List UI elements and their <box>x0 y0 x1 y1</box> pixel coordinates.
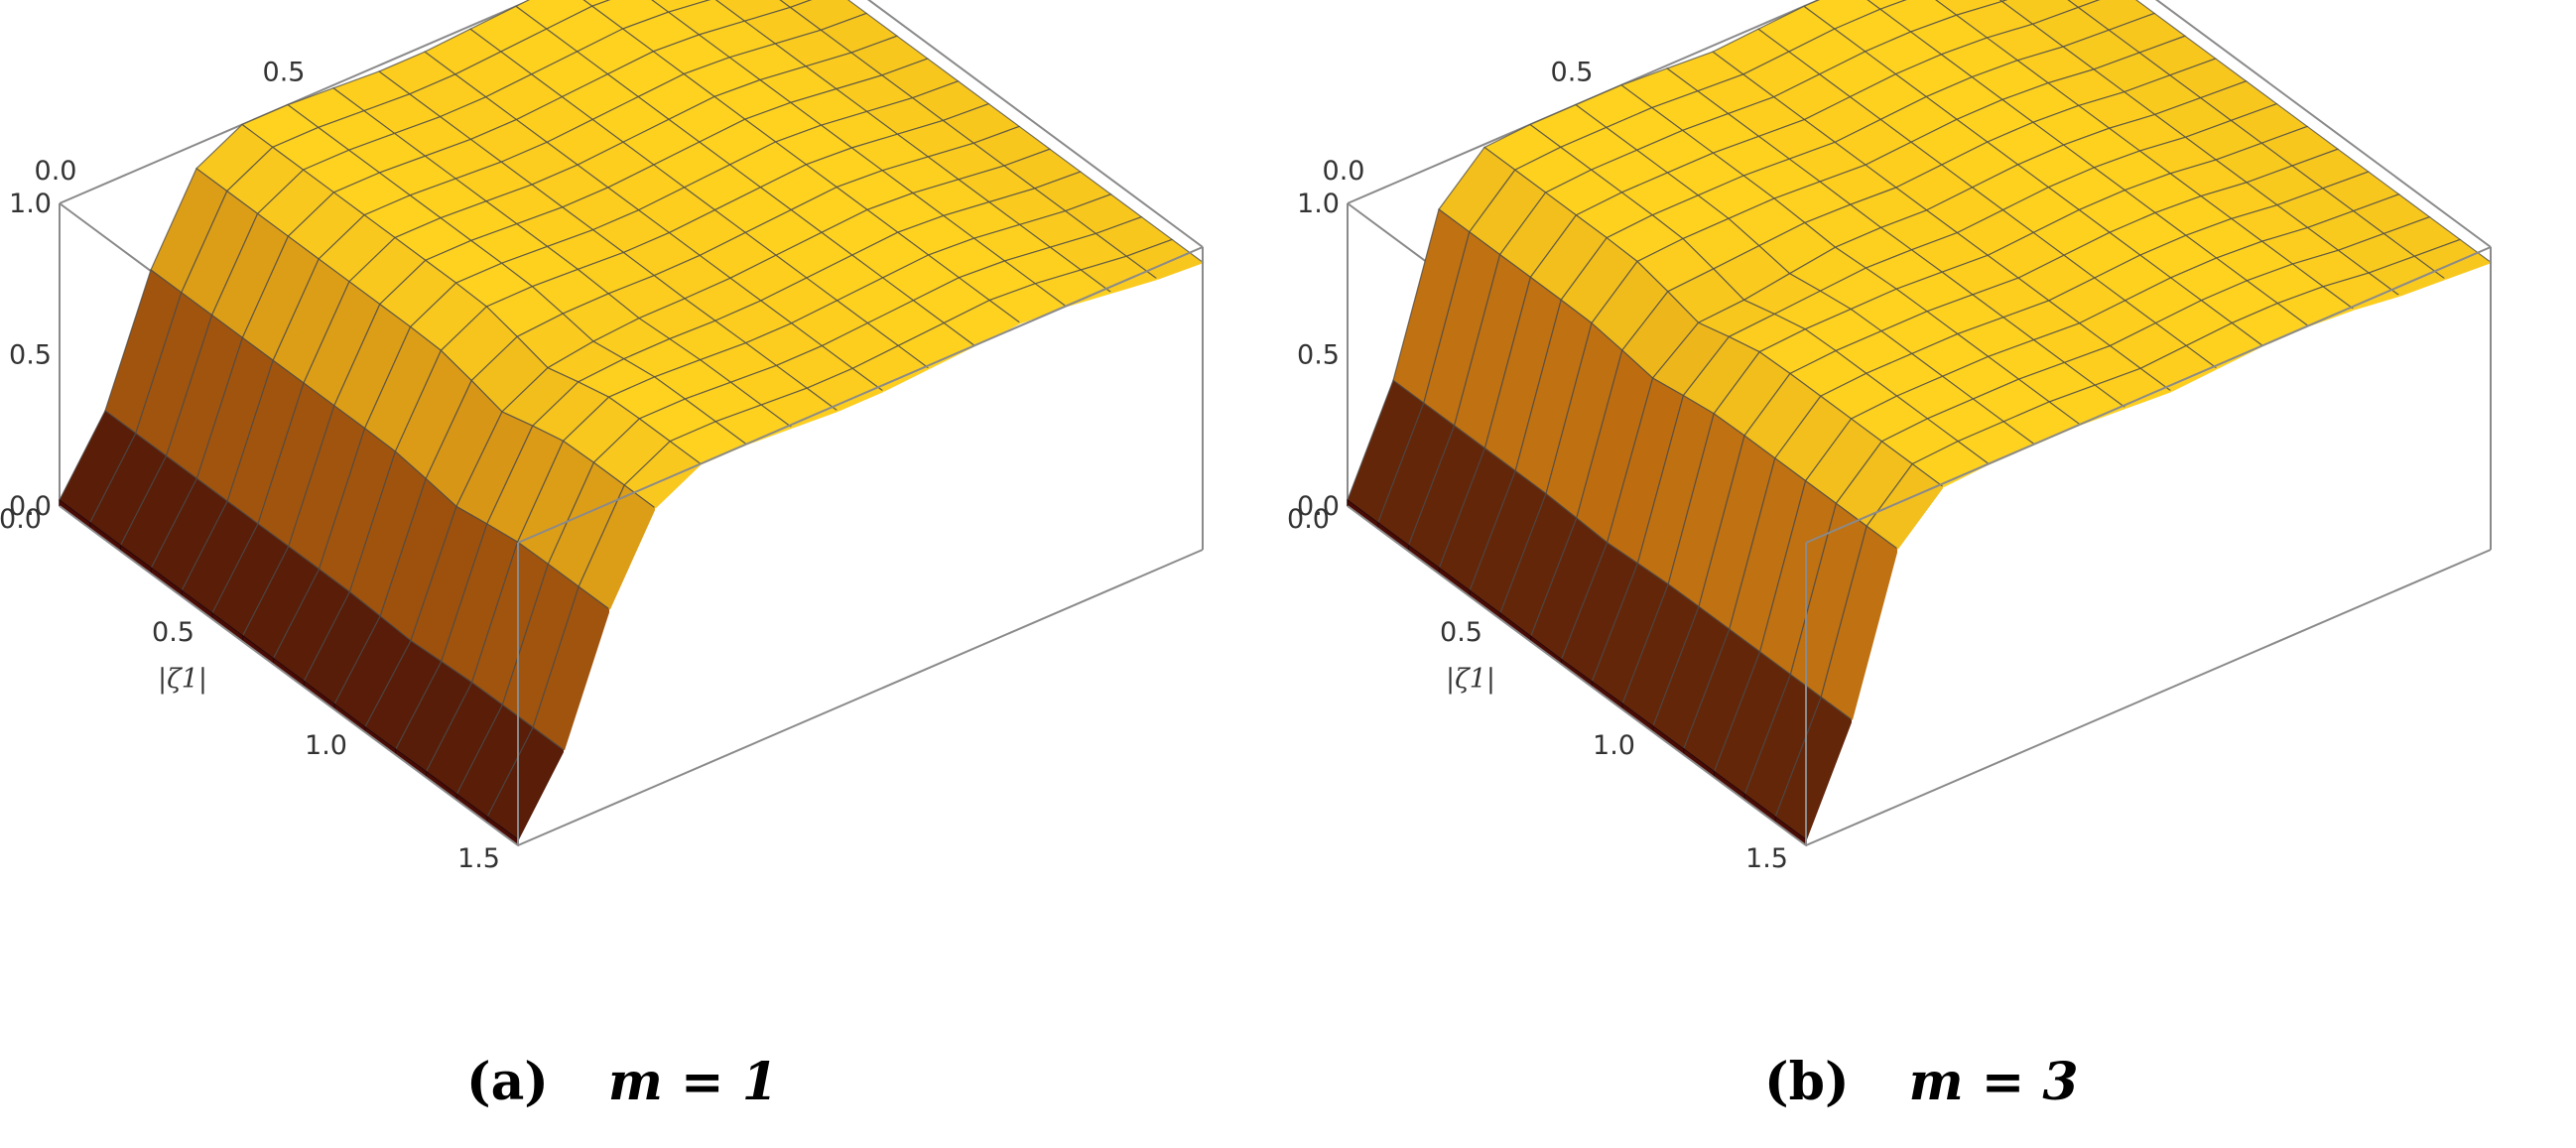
side-face-strip <box>883 368 929 689</box>
x-axis-label: |ζ1| <box>158 664 207 695</box>
side-face-strip <box>2399 279 2445 589</box>
side-edge <box>1805 719 1853 840</box>
side-edge <box>2125 390 2172 409</box>
surface-side-face <box>1805 261 2492 845</box>
side-face-strip <box>974 322 1020 649</box>
side-edge <box>882 367 930 393</box>
bounding-box-front <box>1347 246 2492 846</box>
side-edge <box>1156 261 1204 281</box>
side-edge <box>2398 278 2446 297</box>
y-tick-label: 0.5 <box>1551 58 1594 88</box>
x-tick-label: 1.5 <box>1745 843 1788 874</box>
x-axis-label: |ζ1| <box>1446 664 1495 695</box>
box-edge <box>1805 246 2492 544</box>
side-face-strip <box>929 345 974 669</box>
side-face-strip <box>1852 549 1897 827</box>
side-edge <box>2353 294 2400 311</box>
box-edge <box>59 505 519 846</box>
side-edge <box>791 410 838 429</box>
surface-side-face <box>517 261 1204 845</box>
caption-expr-a: m = 1 <box>607 1052 778 1112</box>
x-tick-label: 0.0 <box>0 504 42 535</box>
side-face-strip <box>2217 345 2262 669</box>
chart-panel-b: 0.00.51.01.50.00.51.01.50.00.51.0|ζ1||ζ2… <box>1287 0 2576 1148</box>
side-edge <box>837 390 884 412</box>
box-edge <box>59 0 534 204</box>
box-edge <box>517 246 1204 544</box>
side-face-strip <box>792 411 837 727</box>
surface-plot-a: 0.00.51.01.50.00.51.01.50.00.51.0|ζ1||ζ2… <box>0 0 1205 874</box>
side-face-strip <box>1111 279 1157 589</box>
side-face-strip <box>2445 262 2491 570</box>
caption-expr-b: m = 3 <box>1908 1052 2079 1112</box>
box-edge <box>866 0 1204 248</box>
side-face-strip <box>609 507 655 807</box>
bounding-box-front <box>59 246 1204 846</box>
side-face-strip <box>2080 407 2125 727</box>
chart-panel-a: 0.00.51.01.50.00.51.01.50.00.51.0|ζ1||ζ2… <box>0 0 1205 1112</box>
surface <box>1347 0 2493 840</box>
side-face-strip <box>2354 295 2399 609</box>
caption-label-b: (b) <box>1764 1052 1850 1112</box>
x-tick-label: 1.5 <box>457 843 500 874</box>
side-face-strip <box>2034 424 2080 747</box>
side-face-strip <box>2171 368 2217 689</box>
side-edge <box>608 507 656 610</box>
y-tick-label: 0.0 <box>1323 156 1365 187</box>
box-edge <box>517 549 1204 846</box>
x-tick-label: 0.0 <box>1287 504 1330 535</box>
x-tick-label: 1.0 <box>1593 730 1635 761</box>
z-tick-label: 1.0 <box>1297 189 1340 219</box>
side-face-strip <box>655 463 701 787</box>
caption-a: (a) m = 1 <box>466 1052 778 1112</box>
z-tick-label: 0.5 <box>9 340 52 371</box>
box-edge <box>1347 0 1822 204</box>
side-edge <box>1110 278 1158 294</box>
x-tick-label: 0.5 <box>152 617 194 648</box>
side-face-strip <box>746 427 792 747</box>
side-face-strip <box>1943 463 1989 787</box>
y-tick-label: 0.0 <box>35 156 77 187</box>
z-tick-label: 1.0 <box>9 189 52 219</box>
side-edge <box>1896 485 1944 550</box>
side-face-strip <box>1066 292 1111 609</box>
side-face-strip <box>2262 325 2308 649</box>
surface <box>59 0 1205 840</box>
caption-label-a: (a) <box>466 1052 549 1112</box>
side-edge <box>654 462 702 509</box>
y-tick-label: 0.5 <box>263 58 306 88</box>
box-edge <box>2154 0 2492 248</box>
z-tick-label: 0.0 <box>9 491 52 522</box>
tick-labels: 0.00.51.01.50.00.51.01.50.00.51.0 <box>1287 58 1788 874</box>
side-face-strip <box>701 444 746 767</box>
side-edge <box>517 749 565 840</box>
z-tick-label: 0.5 <box>1297 340 1340 371</box>
side-face-strip <box>564 609 609 827</box>
side-face-strip <box>1989 444 2034 767</box>
caption-b: (b) m = 3 <box>1764 1052 2079 1112</box>
x-tick-label: 1.0 <box>305 730 347 761</box>
x-tick-label: 0.5 <box>1440 617 1482 648</box>
side-face-strip <box>1157 262 1203 570</box>
tick-labels: 0.00.51.01.50.00.51.01.50.00.51.0 <box>0 58 500 874</box>
side-face-strip <box>1020 306 1066 629</box>
side-edge <box>2444 261 2492 281</box>
side-edge <box>563 608 610 751</box>
side-face-strip <box>837 391 883 707</box>
surface-front-face <box>59 498 519 846</box>
z-tick-label: 0.0 <box>1297 491 1340 522</box>
side-edge <box>2170 367 2218 393</box>
side-face-strip <box>2125 391 2171 707</box>
surface-plot-b: 0.00.51.01.50.00.51.01.50.00.51.0|ζ1||ζ2… <box>1287 0 2493 874</box>
box-edge <box>1805 549 2492 846</box>
side-face-strip <box>2308 309 2354 629</box>
side-face-strip <box>1897 486 1943 807</box>
side-edge <box>1851 548 1898 720</box>
box-edge <box>1347 505 1807 846</box>
